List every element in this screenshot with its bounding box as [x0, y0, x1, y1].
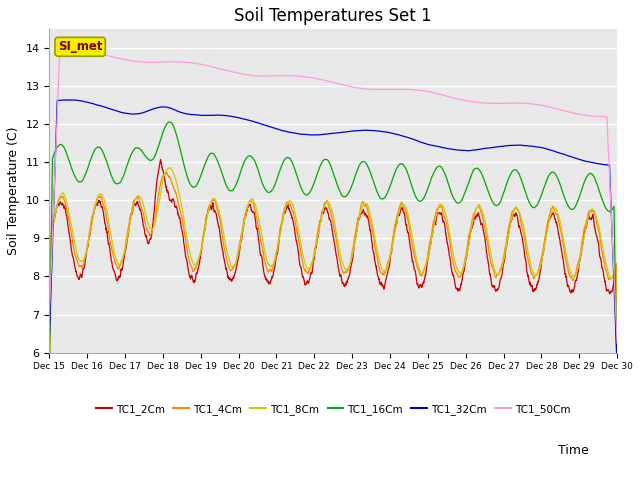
TC1_50Cm [204, 63, 212, 69]
TC1_16Cm [499, 193, 506, 199]
TC1_32Cm [613, 363, 621, 369]
TC1_8Cm [362, 201, 370, 207]
TC1_16Cm [613, 382, 621, 387]
TC1_32Cm [204, 112, 212, 118]
TC1_50Cm [499, 100, 506, 106]
TC1_50Cm [59, 45, 67, 51]
TC1_2Cm [45, 378, 53, 384]
Title: Soil Temperatures Set 1: Soil Temperatures Set 1 [234, 7, 432, 25]
TC1_50Cm [579, 112, 587, 118]
TC1_4Cm [45, 408, 53, 414]
TC1_2Cm [362, 213, 370, 219]
TC1_8Cm [579, 240, 587, 246]
Text: Time: Time [558, 444, 589, 457]
TC1_32Cm [70, 97, 78, 103]
TC1_16Cm [563, 201, 571, 207]
Line: TC1_2Cm: TC1_2Cm [49, 160, 617, 391]
TC1_32Cm [350, 128, 358, 134]
Line: TC1_8Cm: TC1_8Cm [49, 168, 617, 411]
TC1_2Cm [157, 157, 164, 163]
TC1_4Cm [204, 208, 212, 214]
TC1_50Cm [362, 86, 370, 92]
TC1_8Cm [563, 257, 571, 263]
TC1_4Cm [163, 170, 170, 176]
TC1_32Cm [579, 157, 587, 163]
TC1_16Cm [45, 361, 53, 367]
TC1_50Cm [45, 312, 53, 317]
TC1_4Cm [499, 260, 506, 266]
Line: TC1_16Cm: TC1_16Cm [49, 122, 617, 384]
TC1_2Cm [350, 244, 358, 250]
TC1_2Cm [613, 388, 621, 394]
Line: TC1_50Cm: TC1_50Cm [49, 48, 617, 343]
TC1_2Cm [499, 268, 506, 274]
Line: TC1_4Cm: TC1_4Cm [49, 173, 617, 411]
TC1_4Cm [613, 379, 621, 384]
TC1_8Cm [45, 408, 53, 414]
TC1_32Cm [45, 338, 53, 344]
TC1_8Cm [350, 245, 358, 251]
TC1_2Cm [579, 240, 587, 246]
Y-axis label: Soil Temperature (C): Soil Temperature (C) [7, 127, 20, 255]
Line: TC1_32Cm: TC1_32Cm [49, 100, 617, 366]
Text: SI_met: SI_met [58, 40, 102, 53]
TC1_2Cm [563, 281, 571, 287]
TC1_50Cm [350, 84, 358, 90]
TC1_32Cm [563, 153, 571, 158]
TC1_16Cm [204, 155, 212, 160]
TC1_8Cm [499, 263, 506, 269]
TC1_8Cm [613, 394, 621, 399]
TC1_16Cm [579, 183, 587, 189]
TC1_2Cm [204, 208, 212, 214]
TC1_50Cm [613, 340, 621, 346]
TC1_16Cm [362, 160, 370, 166]
TC1_32Cm [362, 127, 370, 133]
TC1_8Cm [166, 165, 174, 171]
TC1_8Cm [204, 211, 212, 217]
Legend: TC1_2Cm, TC1_4Cm, TC1_8Cm, TC1_16Cm, TC1_32Cm, TC1_50Cm: TC1_2Cm, TC1_4Cm, TC1_8Cm, TC1_16Cm, TC1… [92, 400, 575, 419]
TC1_50Cm [563, 109, 571, 115]
TC1_32Cm [499, 144, 506, 149]
TC1_4Cm [362, 204, 370, 209]
TC1_16Cm [166, 119, 173, 125]
TC1_16Cm [350, 177, 358, 183]
TC1_4Cm [563, 262, 571, 268]
TC1_4Cm [350, 240, 358, 246]
TC1_4Cm [579, 233, 587, 239]
